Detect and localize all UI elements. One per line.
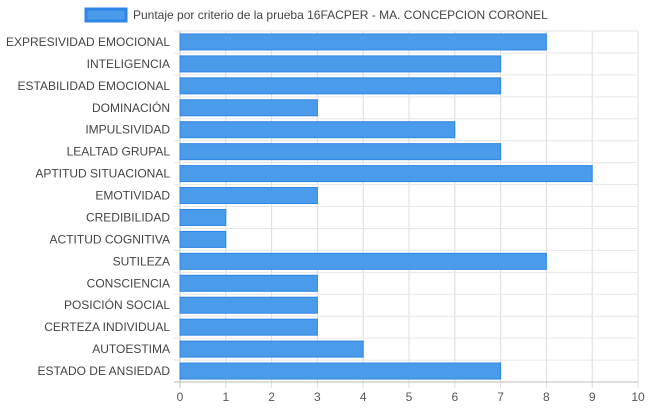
category-label: LEALTAD GRUPAL [67,145,171,159]
x-tick-label: 4 [360,390,367,404]
x-tick-label: 5 [406,390,413,404]
category-label: ESTADO DE ANSIEDAD [38,364,171,378]
bar[interactable] [179,99,318,117]
bar[interactable] [179,33,547,51]
x-tick-label: 2 [268,390,275,404]
x-tick-label: 9 [589,390,596,404]
legend-label[interactable]: Puntaje por criterio de la prueba 16FACP… [133,8,548,22]
category-label: EMOTIVIDAD [95,189,170,203]
bar[interactable] [179,340,364,358]
legend[interactable]: Puntaje por criterio de la prueba 16FACP… [84,7,548,23]
category-label: ESTABILIDAD EMOCIONAL [18,79,171,93]
category-labels: EXPRESIVIDAD EMOCIONAL INTELIGENCIA ESTABI… [6,35,170,378]
bar[interactable] [179,165,593,183]
bar[interactable] [179,296,318,314]
x-tick-label: 0 [177,390,184,404]
legend-swatch[interactable] [84,7,128,23]
bar[interactable] [179,318,318,336]
bar[interactable] [179,230,227,248]
x-tick-label: 10 [631,390,645,404]
bar[interactable] [179,121,456,139]
bar[interactable] [179,362,502,380]
category-label: CERTEZA INDIVIDUAL [44,320,170,334]
category-label: AUTOESTIMA [92,342,170,356]
bar[interactable] [179,55,502,73]
bar[interactable] [179,143,502,161]
bar[interactable] [179,274,318,292]
x-tick-label: 7 [497,390,504,404]
x-tick-label: 3 [314,390,321,404]
bar[interactable] [179,77,502,95]
category-label: IMPULSIVIDAD [85,123,170,137]
x-tick-label: 6 [451,390,458,404]
category-label: APTITUD SITUACIONAL [35,167,170,181]
category-label: POSICIÓN SOCIAL [64,297,170,312]
category-label: ACTITUD COGNITIVA [50,232,170,246]
category-label: SUTILEZA [113,254,170,268]
bar[interactable] [179,187,318,205]
x-axis-tick-labels: 0 1 2 3 4 5 6 7 8 9 10 [177,390,645,404]
category-label: INTELIGENCIA [87,57,170,71]
x-tick-label: 1 [222,390,229,404]
category-label: CONSCIENCIA [87,276,170,290]
category-label: EXPRESIVIDAD EMOCIONAL [6,35,170,49]
x-tick-label: 8 [543,390,550,404]
bars [179,33,593,380]
bar[interactable] [179,208,227,226]
bar[interactable] [179,252,547,270]
category-label: DOMINACIÓN [92,100,170,115]
category-label: CREDIBILIDAD [86,210,170,224]
